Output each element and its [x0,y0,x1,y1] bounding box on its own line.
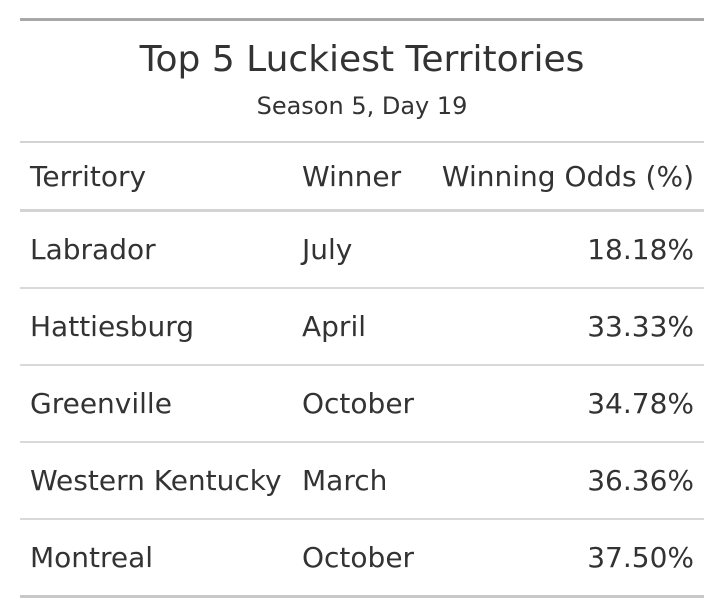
territory-cell: Labrador [20,210,292,289]
header-row: Territory Winner Winning Odds (%) [20,143,704,212]
winner-cell: October [292,365,430,443]
top-rule [20,18,704,21]
winner-cell: April [292,288,430,366]
winner-cell: July [292,210,430,289]
territory-cell: Montreal [20,519,292,598]
table-row: Labrador July 18.18% [20,210,704,289]
table-row: Hattiesburg April 33.33% [20,288,704,366]
territory-cell: Hattiesburg [20,288,292,366]
odds-cell: 33.33% [430,288,704,366]
table-heading: Top 5 Luckiest Territories Season 5, Day… [20,21,704,143]
winner-cell: October [292,519,430,598]
column-header-territory: Territory [20,143,292,212]
table-title: Top 5 Luckiest Territories [139,39,585,80]
odds-cell: 34.78% [430,365,704,443]
odds-cell: 36.36% [430,442,704,520]
winner-cell: March [292,442,430,520]
territory-cell: Western Kentucky [20,442,292,520]
table-row: Greenville October 34.78% [20,365,704,443]
data-table: Territory Winner Winning Odds (%) Labrad… [20,143,704,598]
column-header-winning-odds: Winning Odds (%) [430,143,704,212]
odds-cell: 37.50% [430,519,704,598]
odds-cell: 18.18% [430,210,704,289]
luckiest-territories-table: Top 5 Luckiest Territories Season 5, Day… [20,18,704,598]
column-header-winner: Winner [292,143,430,212]
table-row: Western Kentucky March 36.36% [20,442,704,520]
territory-cell: Greenville [20,365,292,443]
table-row: Montreal October 37.50% [20,519,704,598]
table-subtitle: Season 5, Day 19 [256,92,468,120]
